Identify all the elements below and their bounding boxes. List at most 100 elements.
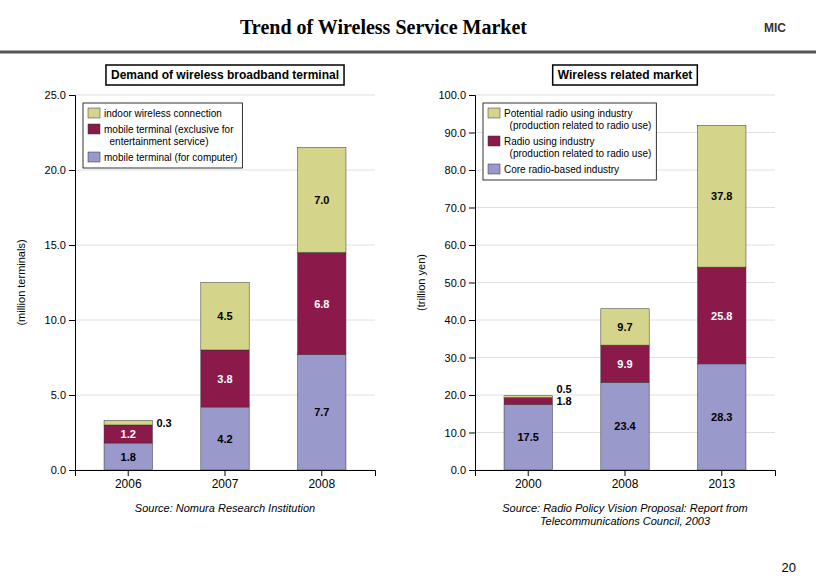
legend-label: mobile terminal (exclusive for entertain…: [104, 124, 234, 147]
tick-mark: [469, 320, 475, 321]
chart-root: Trend of Wireless Service Market MIC 20 200…: [0, 0, 816, 582]
tick-mark: [128, 470, 129, 476]
bar-segment: [698, 364, 746, 470]
legend-item: Potential radio using industry (producti…: [488, 108, 651, 131]
text-line: Potential radio using industry: [504, 108, 632, 119]
y-axis-title: (trillion yen): [415, 254, 427, 311]
y-tick-label: 10.0: [45, 314, 66, 326]
data-labels: 17.51.80.523.49.99.728.325.837.8: [518, 190, 733, 443]
legend-box: [83, 103, 242, 168]
grid: [475, 95, 775, 470]
panel: 2000200820130.010.020.030.040.050.060.07…: [415, 65, 776, 527]
bar-segment: [298, 148, 346, 253]
tick-mark: [469, 395, 475, 396]
data-label: 1.8: [556, 395, 571, 407]
y-tick-label: 90.0: [445, 127, 466, 139]
data-label: 28.3: [711, 411, 732, 423]
data-label: 23.4: [614, 420, 636, 432]
panel-title-group: Wireless related market: [553, 65, 698, 85]
legend-item: Core radio-based industry: [488, 164, 619, 175]
tick-mark: [469, 208, 475, 209]
tick-mark: [69, 320, 75, 321]
bar-segment: [504, 404, 552, 470]
page-title: Trend of Wireless Service Market: [240, 16, 527, 38]
bar-segment: [698, 267, 746, 364]
grid-line: [475, 95, 775, 96]
x-axis: 2006 2007 2008: [76, 470, 376, 491]
data-label: 6.8: [314, 298, 329, 310]
text-line: Radio using industry: [504, 136, 595, 147]
bar-segment: [104, 421, 152, 426]
data-label: 4.2: [217, 433, 232, 445]
data-labels: 1.81.20.34.23.84.57.76.87.0: [121, 194, 330, 463]
legend-item: mobile terminal (exclusive for entertain…: [88, 124, 234, 147]
bar-segment: [298, 355, 346, 471]
source-note: Source: Nomura Research Institution: [135, 502, 315, 514]
bars: [104, 148, 346, 471]
legend-items: indoor wireless connection mobile termina…: [88, 108, 237, 163]
text-line: (production related to radio use): [504, 148, 651, 159]
legend-swatch: [88, 108, 100, 118]
axis-line: [476, 471, 776, 477]
legend-swatch: [88, 124, 100, 134]
x-tick-label: 2013: [708, 477, 735, 491]
text-line: Source: Radio Policy Vision Proposal: Re…: [502, 502, 748, 514]
bar-segment: [601, 382, 649, 470]
tick-mark: [625, 470, 626, 476]
tick-mark: [69, 95, 75, 96]
text-line: Source: Nomura Research Institution: [135, 502, 315, 514]
data-label: 4.5: [217, 310, 232, 322]
legend-item: indoor wireless connection: [88, 108, 222, 119]
bar-segment: [698, 125, 746, 267]
data-label: 1.8: [121, 451, 136, 463]
tick-mark: [225, 470, 226, 476]
tick-mark: [469, 433, 475, 434]
bar-segment: [201, 407, 249, 470]
x-tick-label: 2007: [212, 477, 239, 491]
y-tick: 30.0: [445, 352, 475, 364]
y-tick: 20.0: [445, 389, 475, 401]
y-tick-label: 30.0: [445, 352, 466, 364]
text-line: indoor wireless connection: [104, 108, 222, 119]
legend-label: Radio using industry (production related…: [504, 136, 651, 159]
y-tick-label: 80.0: [445, 164, 466, 176]
axis-line: [69, 96, 76, 471]
y-tick-label: 25.0: [45, 89, 66, 101]
logo-text: MIC: [764, 21, 786, 35]
data-label: 9.9: [617, 358, 632, 370]
x-tick: 2007: [212, 470, 239, 491]
legend-swatch: [88, 152, 100, 162]
legend-box: [483, 103, 656, 180]
y-tick-label: 50.0: [445, 277, 466, 289]
bar-segment: [201, 350, 249, 407]
y-tick: 0.0: [451, 464, 475, 476]
y-tick-label: 70.0: [445, 202, 466, 214]
bar-segment: [601, 309, 649, 345]
data-label: 7.0: [314, 194, 329, 206]
x-tick-label: 2008: [612, 477, 639, 491]
tick-mark: [469, 95, 475, 96]
data-label: 1.2: [121, 428, 136, 440]
y-axis-title: (million terminals): [15, 239, 27, 325]
legend-items: Potential radio using industry (producti…: [488, 108, 651, 175]
tick-mark: [69, 395, 75, 396]
bar-segment: [104, 425, 152, 443]
legend-label: Potential radio using industry (producti…: [504, 108, 651, 131]
page-number: 20: [782, 560, 796, 575]
header-rule: [0, 51, 816, 54]
y-tick: 15.0: [45, 239, 75, 251]
x-tick-label: 2008: [308, 477, 335, 491]
bar-segment: [201, 283, 249, 351]
x-tick-label: 2000: [515, 477, 542, 491]
panel-title-group: Demand of wireless broadband terminal: [106, 65, 344, 85]
legend-swatch: [488, 108, 500, 118]
panel-title: Wireless related market: [558, 68, 693, 82]
data-label: 0.5: [556, 383, 571, 395]
tick-mark: [469, 470, 475, 471]
panel-title-box: [553, 65, 698, 85]
data-label: 7.7: [314, 406, 329, 418]
y-tick: 90.0: [445, 127, 475, 139]
y-tick: 80.0: [445, 164, 475, 176]
data-label: 17.5: [518, 431, 539, 443]
x-tick-label: 2006: [115, 477, 142, 491]
